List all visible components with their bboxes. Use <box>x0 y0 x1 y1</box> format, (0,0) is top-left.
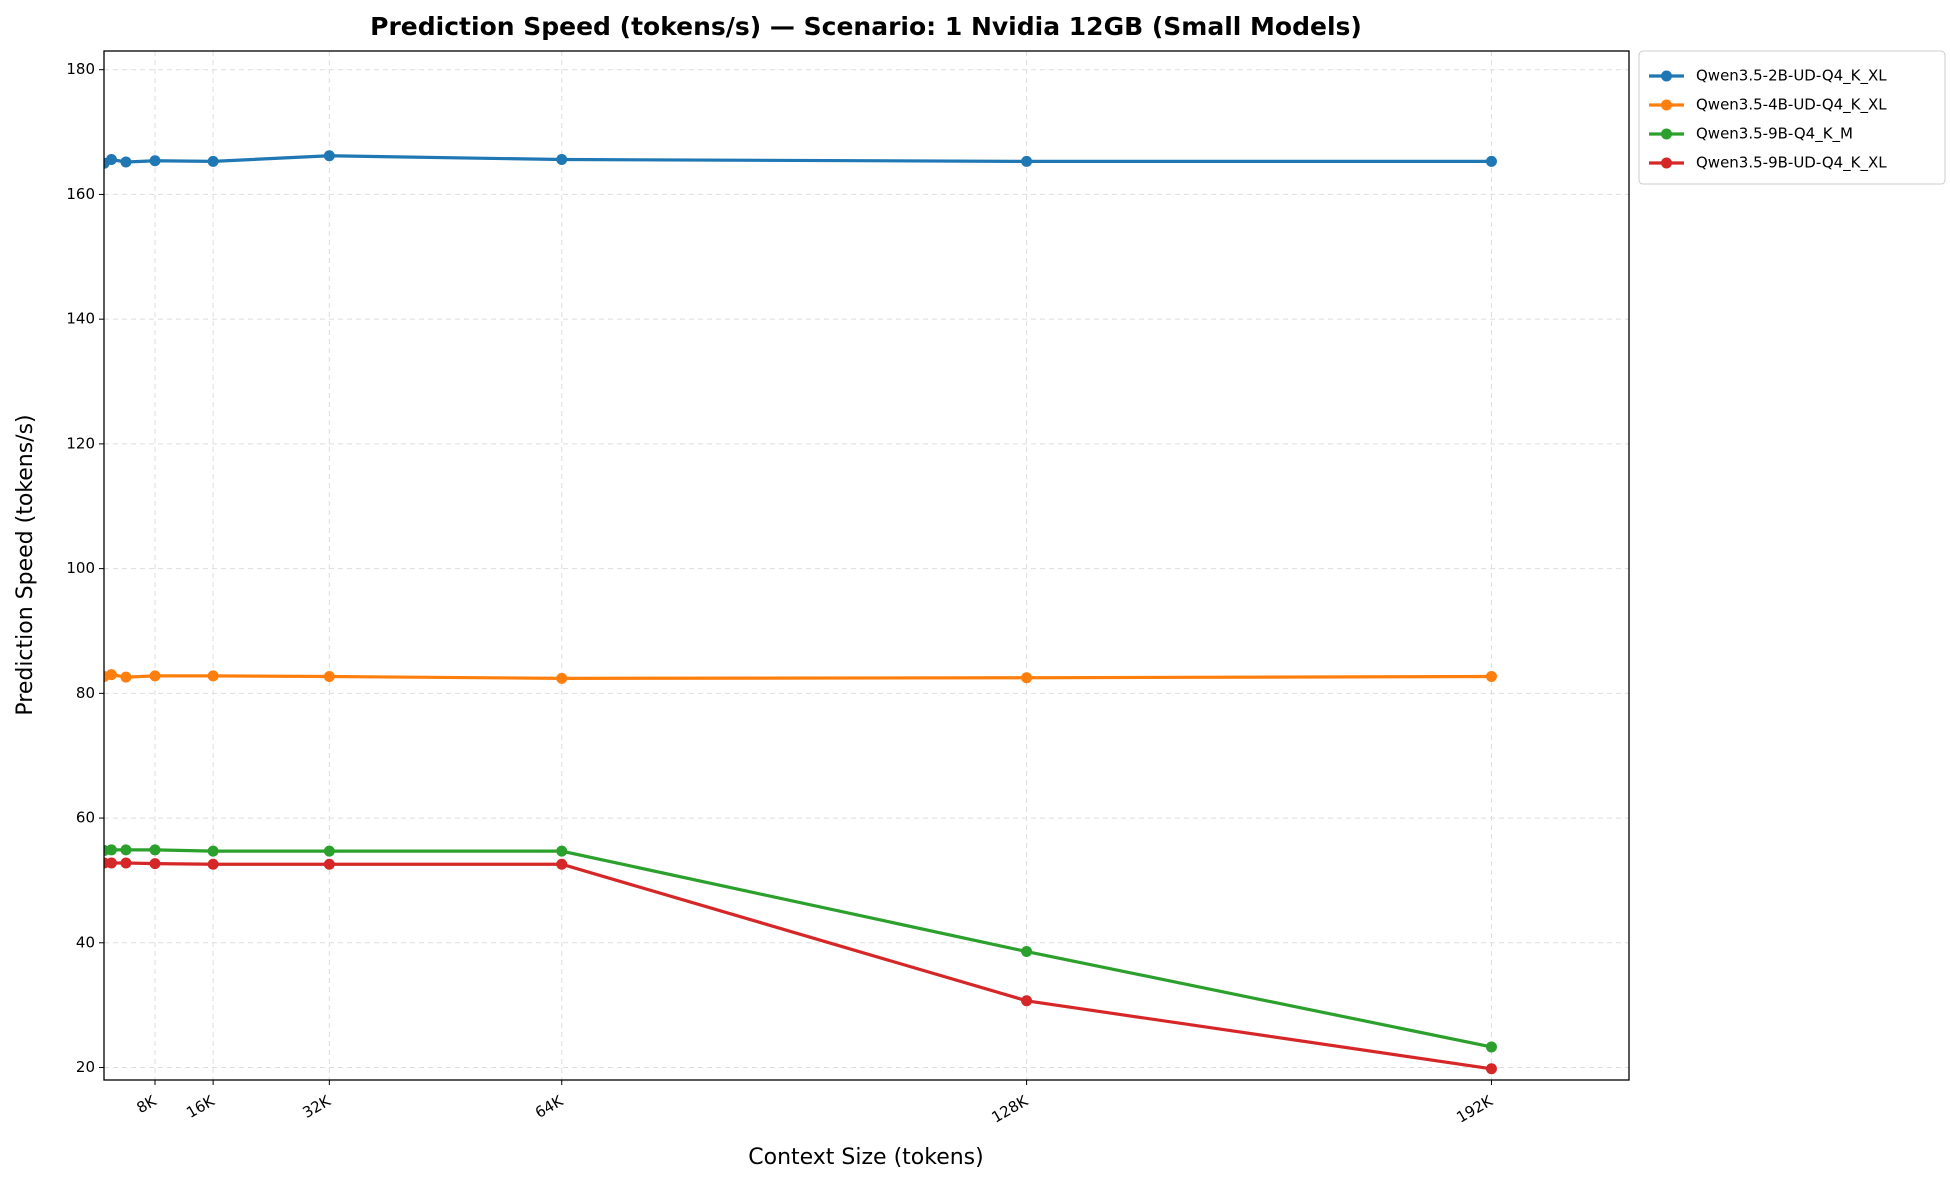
y-tick-label: 140 <box>66 310 95 328</box>
legend: Qwen3.5-2B-UD-Q4_K_XL Qwen3.5-4B-UD-Q4_K_… <box>1638 50 1946 185</box>
data-point <box>556 858 568 870</box>
data-point <box>149 858 161 870</box>
data-point <box>105 857 117 869</box>
y-axis-label: Prediction Speed (tokens/s) <box>13 414 38 715</box>
x-tick-label: 8K <box>133 1091 160 1117</box>
y-tick-label: 180 <box>66 60 95 78</box>
data-point <box>120 671 132 683</box>
plot-area <box>104 150 1497 1075</box>
x-tick-label: 32K <box>300 1091 335 1122</box>
data-point <box>207 670 219 682</box>
y-tick-label: 120 <box>66 434 95 452</box>
data-point <box>323 858 335 870</box>
x-tick-label: 16K <box>183 1091 218 1122</box>
data-point <box>323 671 335 683</box>
legend-marker <box>1661 99 1672 111</box>
chart-title: Prediction Speed (tokens/s) — Scenario: … <box>370 12 1362 41</box>
data-point <box>105 154 117 166</box>
x-tick-label: 128K <box>989 1091 1032 1126</box>
data-point <box>120 844 132 856</box>
data-point <box>1485 155 1497 167</box>
legend-label: Qwen3.5-2B-UD-Q4_K_XL <box>1696 67 1887 86</box>
y-tick-label: 60 <box>76 809 95 827</box>
legend-marker <box>1661 157 1672 169</box>
series-line <box>104 673 1492 680</box>
legend-label: Qwen3.5-4B-UD-Q4_K_XL <box>1696 96 1887 115</box>
y-tick-label: 40 <box>76 933 95 951</box>
data-point <box>149 155 161 167</box>
data-point <box>105 669 117 681</box>
data-point <box>1021 995 1033 1007</box>
legend-marker <box>1661 70 1672 82</box>
data-point <box>207 155 219 167</box>
data-point <box>149 670 161 682</box>
data-point <box>1485 1041 1497 1053</box>
x-tick-label: 64K <box>532 1091 567 1122</box>
legend-box <box>1638 50 1946 185</box>
series-line <box>104 861 1492 1071</box>
data-point <box>120 156 132 168</box>
y-tick-label: 100 <box>66 559 95 577</box>
data-point <box>556 154 568 166</box>
data-point <box>149 844 161 856</box>
series-line <box>104 848 1492 1049</box>
legend-label: Qwen3.5-9B-UD-Q4_K_XL <box>1696 154 1887 173</box>
x-axis-label: Context Size (tokens) <box>748 1145 983 1170</box>
data-point <box>1485 1063 1497 1075</box>
y-tick-label: 20 <box>76 1058 95 1076</box>
data-point <box>207 858 219 870</box>
data-point <box>323 845 335 857</box>
data-point <box>1021 946 1033 958</box>
data-point <box>556 672 568 684</box>
axes-frame <box>103 50 1630 1081</box>
data-point <box>1021 672 1033 684</box>
data-point <box>120 857 132 869</box>
data-point <box>1485 671 1497 683</box>
legend-marker <box>1661 128 1672 140</box>
y-tick-label: 80 <box>76 684 95 702</box>
data-point <box>323 150 335 162</box>
data-point <box>207 845 219 857</box>
series-line <box>104 154 1492 165</box>
data-point <box>556 845 568 857</box>
legend-label: Qwen3.5-9B-Q4_K_M <box>1696 125 1853 144</box>
x-tick-label: 192K <box>1453 1091 1496 1126</box>
data-point <box>105 844 117 856</box>
data-point <box>1021 155 1033 167</box>
y-tick-label: 160 <box>66 185 95 203</box>
